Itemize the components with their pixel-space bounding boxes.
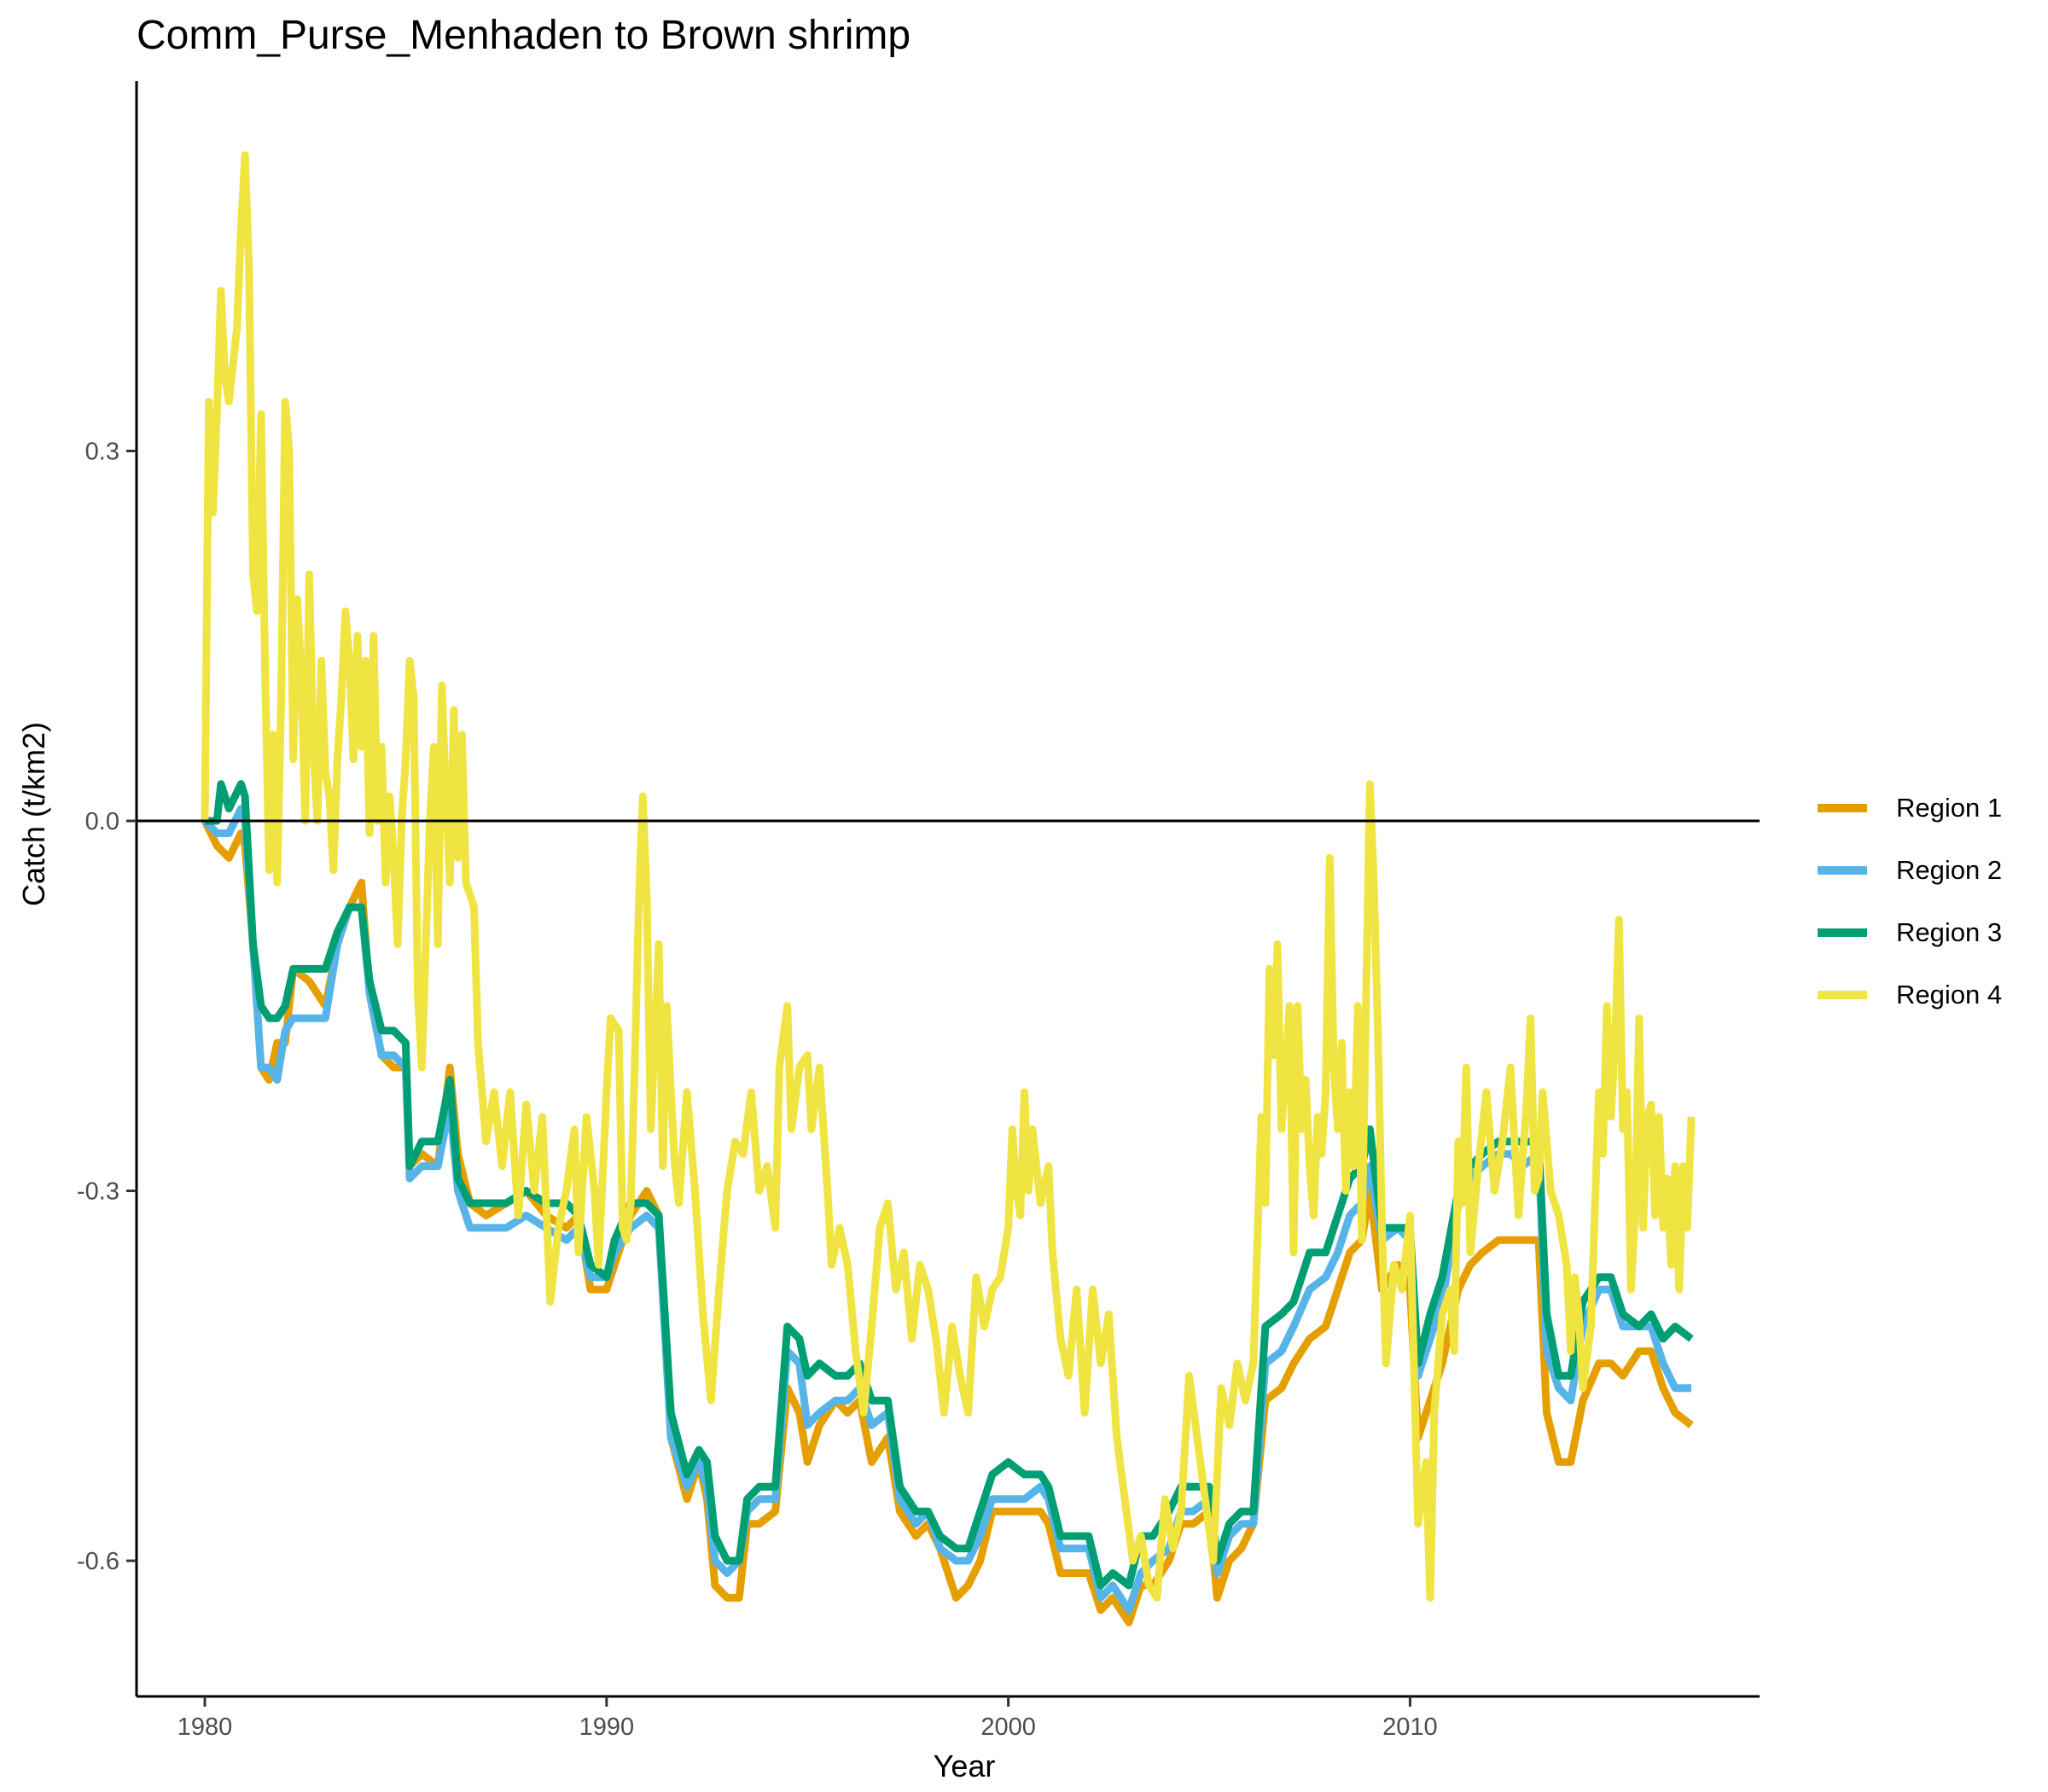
series-line-region-3 bbox=[205, 780, 1694, 1590]
x-axis-ticks: 1980 1990 2000 2010 bbox=[177, 1696, 1438, 1741]
series-line-region-4 bbox=[201, 151, 1696, 1602]
y-tick-label: -0.6 bbox=[77, 1548, 119, 1575]
legend-item: Region 4 bbox=[1818, 963, 2002, 1026]
y-tick-label: 0.3 bbox=[85, 439, 119, 466]
legend-item: Region 2 bbox=[1818, 839, 2002, 901]
chart-title: Comm_Purse_Menhaden to Brown shrimp bbox=[137, 13, 911, 58]
x-tick-label: 2000 bbox=[980, 1713, 1036, 1741]
y-tick-label: 0.0 bbox=[85, 808, 119, 835]
legend-label: Region 4 bbox=[1896, 979, 2003, 1009]
legend-item: Region 3 bbox=[1818, 901, 2002, 963]
y-tick-label: -0.3 bbox=[77, 1178, 119, 1206]
legend-key-swatch bbox=[1818, 990, 1867, 999]
legend-key-swatch bbox=[1818, 803, 1867, 812]
y-axis-title: Catch (t/km2) bbox=[16, 722, 51, 906]
legend: Region 1 Region 2 Region 3 Region 4 bbox=[1818, 777, 2002, 1026]
legend-key-swatch bbox=[1818, 928, 1867, 937]
x-tick-label: 2010 bbox=[1382, 1713, 1438, 1741]
legend-item: Region 1 bbox=[1818, 777, 2002, 839]
x-axis-title: Year bbox=[934, 1748, 996, 1783]
legend-label: Region 1 bbox=[1896, 792, 2003, 823]
legend-label: Region 3 bbox=[1896, 916, 2003, 947]
series-layer bbox=[201, 151, 1696, 1626]
legend-key-swatch bbox=[1818, 865, 1867, 875]
legend-label: Region 2 bbox=[1896, 854, 2003, 885]
x-tick-label: 1990 bbox=[579, 1713, 635, 1741]
x-tick-label: 1980 bbox=[177, 1713, 233, 1741]
y-axis-ticks: 0.3 0.0 -0.3 -0.6 bbox=[77, 439, 137, 1575]
